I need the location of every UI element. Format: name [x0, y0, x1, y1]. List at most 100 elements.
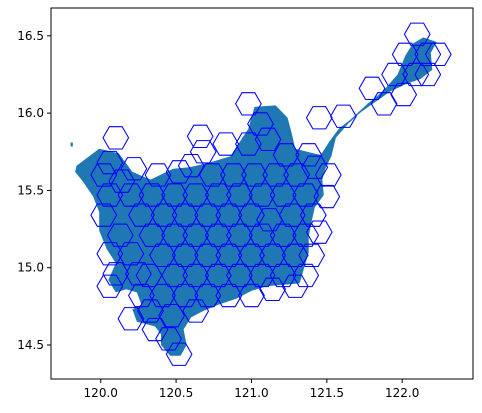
hex-cell: [171, 283, 199, 308]
hex-cell: [96, 242, 124, 266]
hex-cell: [381, 62, 409, 87]
hex-cell: [149, 283, 176, 308]
hex-cell: [198, 163, 226, 187]
plot-area: [70, 22, 452, 366]
hex-cell: [305, 220, 333, 244]
hex-cell: [391, 42, 419, 67]
hex-cell: [259, 277, 287, 302]
hex-cell: [305, 106, 333, 130]
hex-cell: [127, 203, 155, 227]
hex-cell: [237, 243, 265, 268]
hex-cell: [370, 92, 398, 116]
hex-cell: [259, 243, 287, 268]
hex-cell: [234, 92, 262, 116]
hex-cell: [165, 160, 193, 184]
hex-cell: [295, 143, 323, 167]
hex-cell: [144, 163, 172, 187]
hex-cell: [204, 263, 232, 288]
y-tick-label: 16.0: [17, 106, 44, 120]
hex-cell: [215, 243, 243, 268]
x-tick-label: 121.5: [310, 386, 344, 400]
hex-cell: [234, 132, 262, 156]
hex-cell: [182, 263, 210, 288]
hex-cell: [138, 183, 166, 207]
hex-cell: [292, 223, 320, 247]
hex-cell: [248, 223, 276, 247]
hex-cell: [117, 242, 145, 266]
hex-cell: [269, 263, 297, 288]
hex-cell: [117, 183, 145, 207]
hex-cell: [272, 143, 300, 167]
hex-cell: [390, 82, 418, 107]
hex-cell: [262, 163, 290, 187]
hex-cell: [158, 303, 186, 328]
hex-cell: [194, 203, 222, 227]
hex-cell: [161, 263, 189, 288]
hex-cell: [225, 223, 253, 247]
hex-cell: [281, 243, 309, 268]
axes-frame: [50, 7, 474, 380]
x-tick-label: 120.0: [84, 386, 118, 400]
hex-cell: [182, 223, 210, 247]
hex-cell: [219, 163, 247, 187]
hex-cell: [313, 184, 341, 209]
hex-cell: [254, 127, 282, 152]
hex-cell: [90, 163, 118, 187]
hex-cell: [314, 163, 342, 187]
hex-cell: [225, 263, 253, 288]
hex-cell: [137, 299, 164, 323]
hex-cell: [155, 327, 183, 351]
hex-cell: [171, 203, 199, 227]
hex-cell: [149, 243, 176, 268]
x-tick-label: 122.0: [385, 386, 419, 400]
hex-cell: [358, 76, 386, 101]
land-polygon: [75, 37, 437, 356]
y-axis: 14.5 15.0 15.5 16.0 16.5: [17, 29, 51, 352]
hex-cell: [237, 203, 265, 227]
hex-cell: [161, 183, 189, 207]
hex-cell: [138, 223, 166, 247]
hex-cell: [215, 203, 243, 227]
y-tick-label: 14.5: [17, 338, 44, 352]
hex-cell: [225, 183, 253, 207]
hex-cell: [171, 243, 199, 268]
islet: [70, 142, 73, 147]
hex-cell: [189, 140, 217, 164]
hex-cell: [182, 183, 210, 207]
hex-cell: [90, 203, 118, 227]
x-axis: 120.0 120.5 121.0 121.5 122.0: [84, 379, 419, 400]
hex-cell: [269, 223, 297, 247]
hex-cell: [298, 243, 326, 268]
hex-cell: [194, 243, 222, 268]
hex-cell: [424, 42, 452, 67]
hex-cell: [215, 283, 243, 308]
hex-cell: [292, 183, 320, 207]
hex-cell: [141, 317, 169, 342]
hex-cell: [299, 203, 327, 227]
hex-cell: [204, 223, 232, 247]
hex-cell: [177, 153, 205, 178]
x-tick-label: 121.0: [234, 386, 268, 400]
hex-cell: [212, 132, 240, 156]
hex-cell: [414, 62, 442, 87]
land-layer: [70, 37, 437, 356]
y-tick-label: 15.5: [17, 183, 44, 197]
hex-cell: [248, 263, 276, 288]
hex-cell: [241, 163, 268, 187]
hex-cell: [182, 299, 210, 323]
hex-cell: [117, 307, 145, 331]
hex-cell: [150, 203, 178, 227]
hex-cell: [237, 283, 265, 308]
hex-cell: [124, 262, 152, 286]
hex-cell: [283, 163, 311, 187]
hex-cell: [204, 183, 232, 207]
hex-cell: [165, 342, 193, 366]
hex-cell: [120, 157, 148, 181]
hex-cell: [127, 283, 155, 308]
y-tick-label: 16.5: [17, 29, 44, 43]
hex-cell: [108, 169, 136, 193]
hex-cell: [281, 274, 309, 298]
hex-cell: [194, 283, 222, 308]
hex-grid-layer: [90, 22, 452, 366]
